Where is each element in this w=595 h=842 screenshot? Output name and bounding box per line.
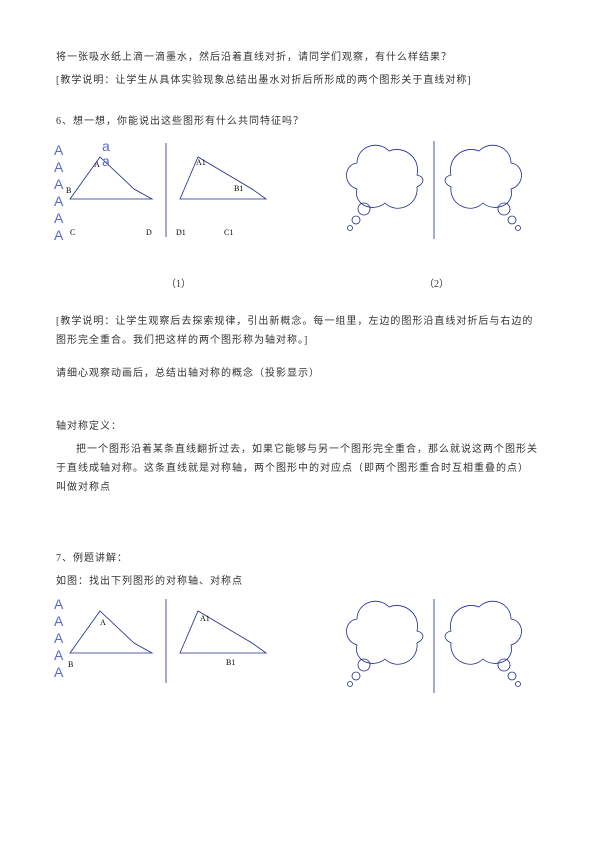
side-letter: A	[54, 222, 63, 249]
caption-row-1: （1） （2）	[56, 275, 539, 294]
svg-text:B1: B1	[234, 184, 243, 193]
svg-text:A1: A1	[200, 614, 210, 623]
figure-1: A A A A A A a a A B A1 B1 C D D	[56, 137, 286, 257]
question-6: 6、想一想，你能说出这些图形有什么共同特征吗？	[56, 112, 539, 131]
question-7b: 如图：找出下列图形的对称轴、对称点	[56, 572, 539, 591]
caption-1: （1）	[166, 275, 191, 294]
svg-text:C1: C1	[224, 228, 233, 237]
quad-left-svg: A B A1 B1 C D D1 C1	[56, 137, 286, 257]
teaching-note-2: [教学说明：让学生观察后去探索规律，引出新概念。每一组里，左边的图形沿直线对折后…	[56, 312, 539, 350]
side-letter: A	[54, 659, 63, 686]
small-a: a	[102, 148, 110, 175]
figure-3: A A A A A A B A1 B1	[56, 597, 286, 697]
svg-text:D1: D1	[176, 228, 186, 237]
svg-text:B: B	[68, 660, 73, 669]
caption-2: （2）	[424, 275, 449, 294]
figure-2	[329, 137, 539, 247]
definition-body: 把一个图形沿着某条直线翻折过去，如果它能够与另一个图形完全重合，那么就说这两个图…	[56, 440, 539, 497]
svg-text:A1: A1	[196, 158, 206, 167]
figure-row-1: A A A A A A a a A B A1 B1 C D D	[56, 137, 539, 257]
figure-row-2: A A A A A A B A1 B1	[56, 597, 539, 697]
paragraph-ink: 将一张吸水纸上滴一滴墨水，然后沿着直线对折，请同学们观察，有什么样结果？	[56, 48, 539, 67]
definition-title: 轴对称定义：	[56, 417, 539, 436]
svg-text:D: D	[146, 228, 152, 237]
svg-text:B1: B1	[226, 658, 235, 667]
cloud-svg-2	[329, 597, 539, 697]
svg-text:A: A	[100, 618, 106, 627]
paragraph-observe: 请细心观察动画后，总结出轴对称的概念（投影显示）	[56, 364, 539, 383]
question-7a: 7、例题讲解：	[56, 549, 539, 568]
quad-svg-2: A B A1 B1	[56, 597, 286, 697]
cloud-svg	[329, 137, 539, 247]
svg-text:C: C	[70, 228, 75, 237]
figure-4	[329, 597, 539, 697]
svg-text:B: B	[66, 186, 71, 195]
teaching-note-1: [教学说明：让学生从具体实验现象总结出墨水对折后所形成的两个图形关于直线对称]	[56, 71, 539, 90]
svg-text:A: A	[94, 160, 100, 169]
